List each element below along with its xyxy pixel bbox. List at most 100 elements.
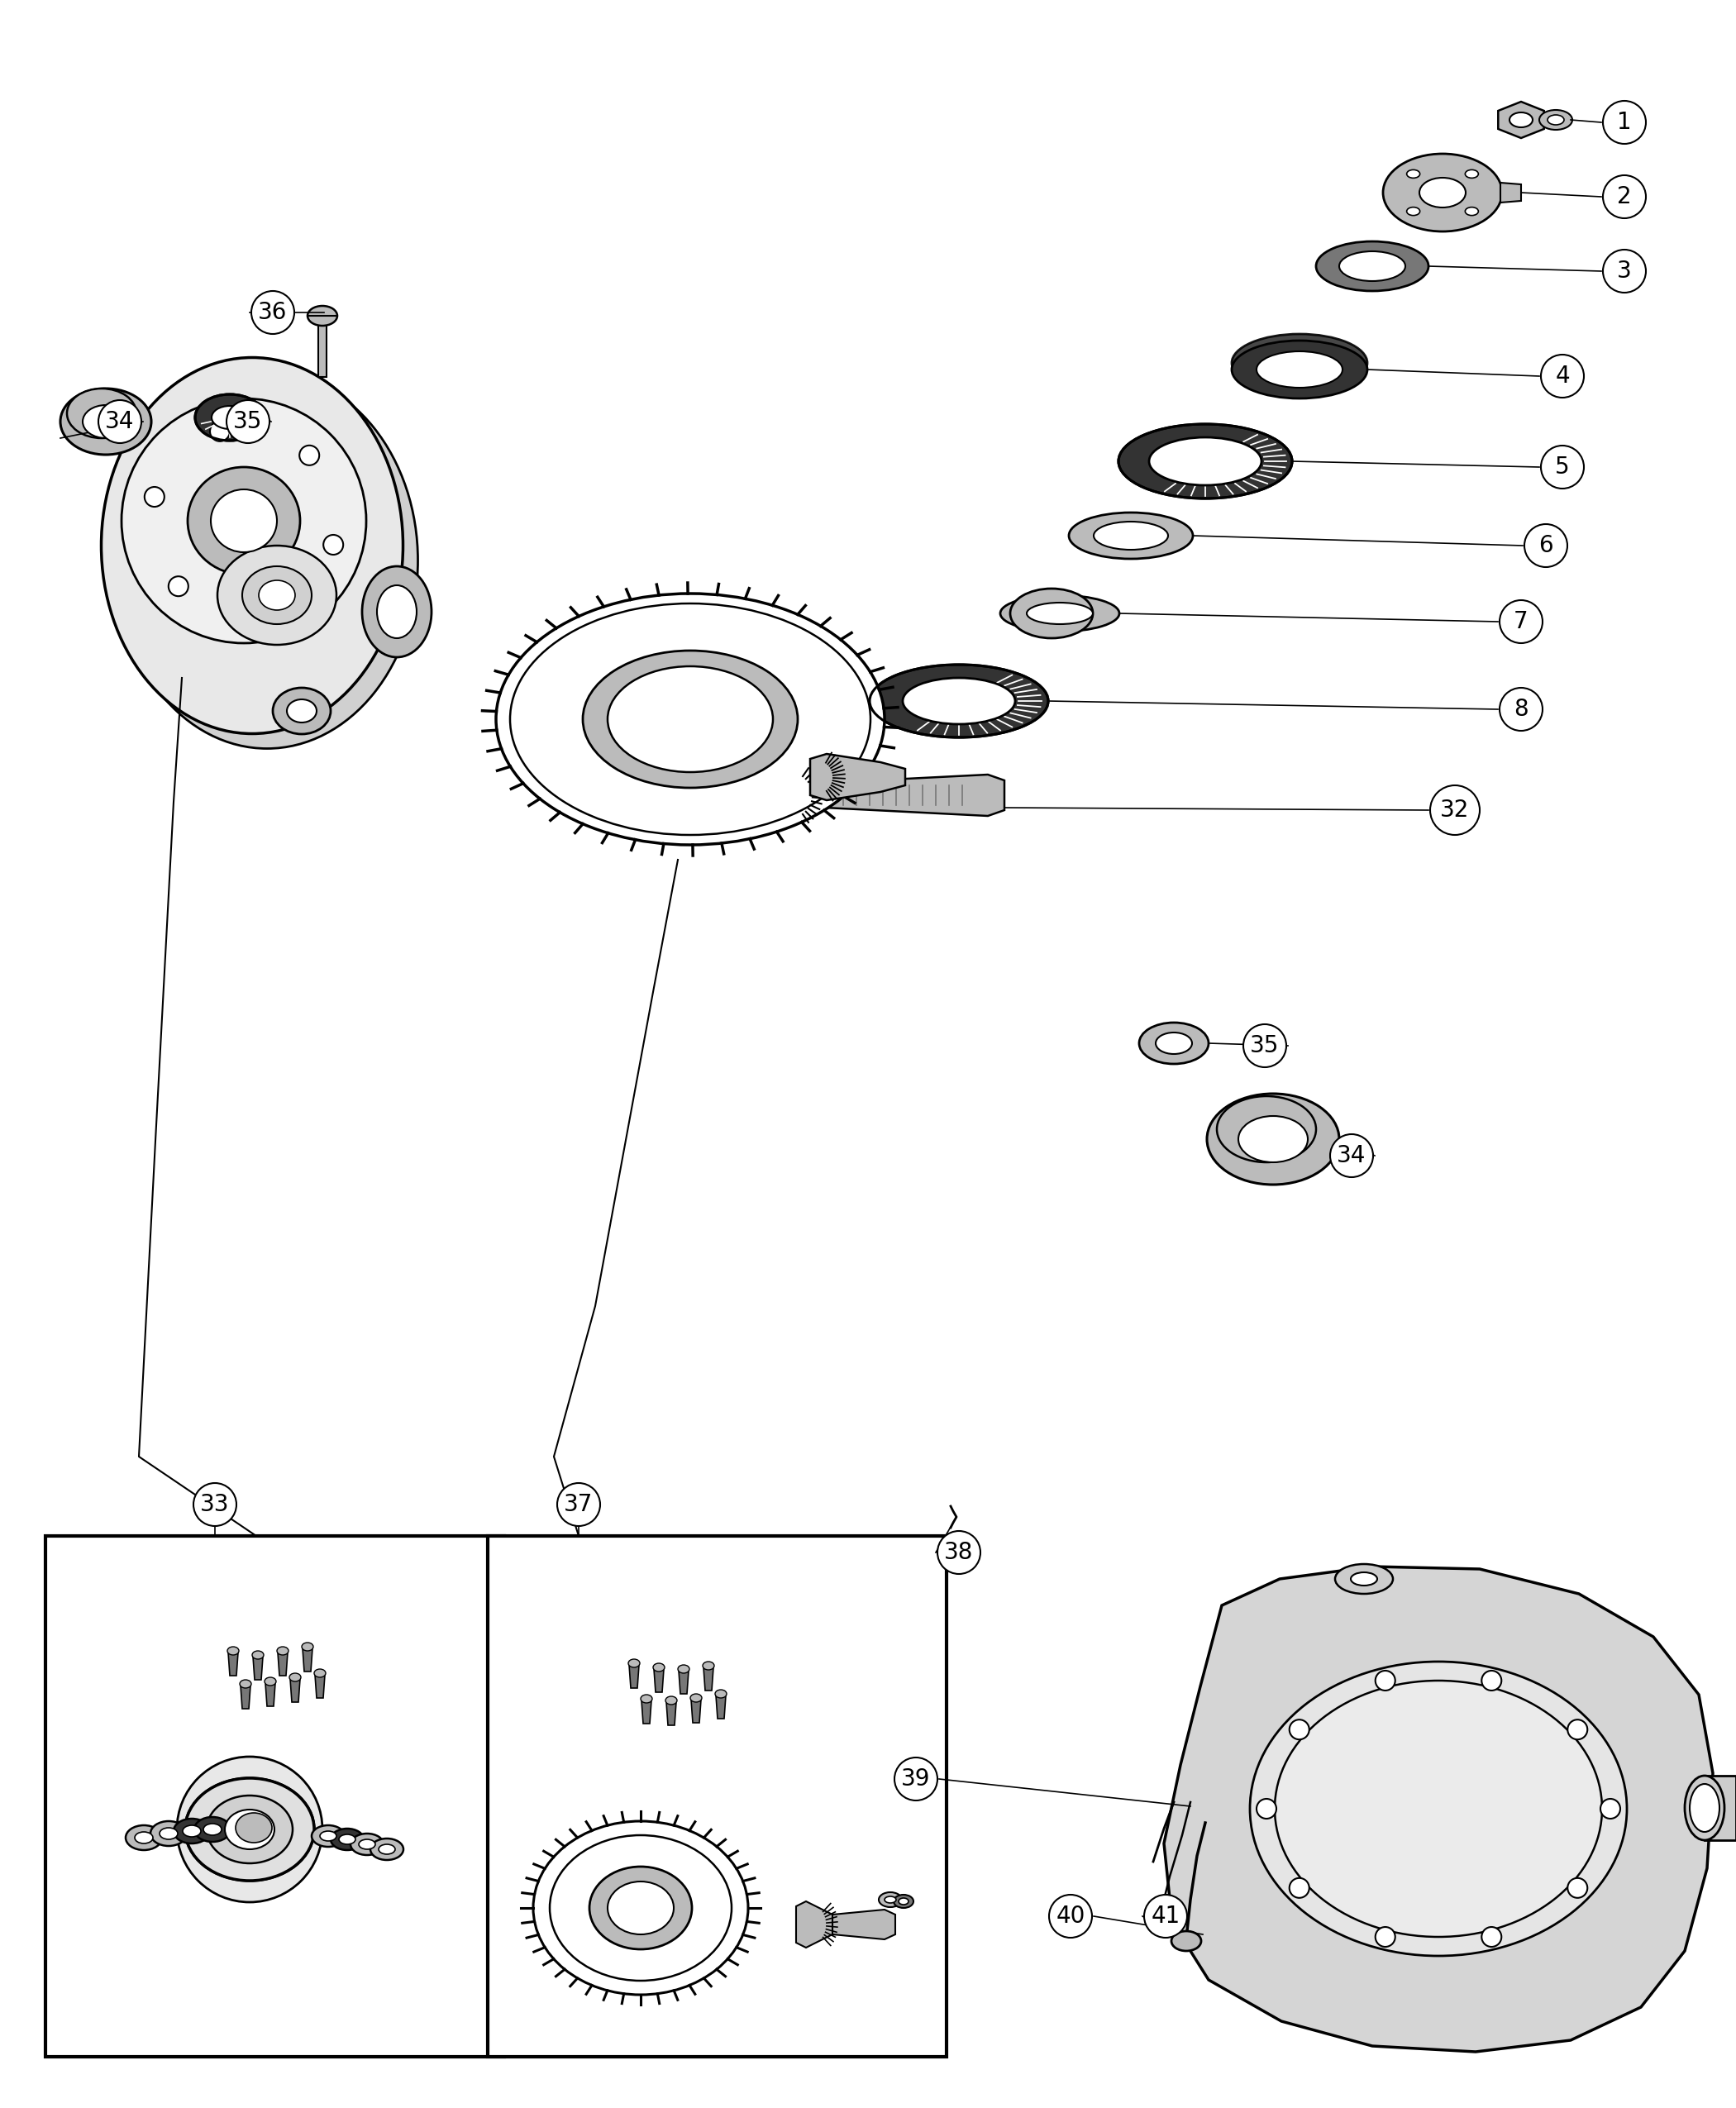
Ellipse shape [101, 358, 403, 734]
Ellipse shape [378, 1844, 396, 1855]
Ellipse shape [194, 1817, 231, 1842]
Ellipse shape [252, 1651, 264, 1659]
Text: 34: 34 [1337, 1145, 1366, 1168]
Text: 39: 39 [901, 1767, 930, 1790]
Ellipse shape [240, 1680, 252, 1689]
Ellipse shape [703, 1661, 713, 1670]
Ellipse shape [1375, 1672, 1396, 1691]
Polygon shape [764, 769, 809, 822]
Ellipse shape [1338, 251, 1406, 280]
Text: 6: 6 [1538, 533, 1554, 557]
Ellipse shape [691, 1695, 701, 1701]
Text: 38: 38 [944, 1541, 974, 1564]
Ellipse shape [259, 580, 295, 609]
Polygon shape [227, 1653, 238, 1676]
Ellipse shape [1420, 177, 1465, 207]
Ellipse shape [1406, 207, 1420, 215]
Ellipse shape [1481, 1672, 1502, 1691]
Text: 2: 2 [1618, 186, 1632, 209]
Ellipse shape [1351, 1573, 1377, 1585]
Ellipse shape [187, 468, 300, 575]
Ellipse shape [1274, 1680, 1602, 1937]
Circle shape [99, 401, 141, 443]
Polygon shape [833, 1910, 896, 1939]
Circle shape [1602, 175, 1646, 219]
Bar [318, 320, 326, 377]
Ellipse shape [608, 666, 773, 772]
Text: 8: 8 [1514, 698, 1528, 721]
Ellipse shape [1689, 1783, 1719, 1832]
Circle shape [1602, 101, 1646, 143]
Text: 5: 5 [1555, 455, 1569, 479]
Ellipse shape [135, 1832, 153, 1844]
Ellipse shape [259, 601, 278, 620]
Ellipse shape [210, 422, 229, 441]
Ellipse shape [168, 575, 187, 597]
Ellipse shape [1547, 116, 1564, 124]
Polygon shape [241, 1686, 250, 1710]
Bar [1705, 1775, 1736, 1840]
Ellipse shape [210, 489, 278, 552]
Ellipse shape [203, 1823, 222, 1836]
Ellipse shape [1684, 1775, 1724, 1840]
Ellipse shape [116, 373, 418, 748]
Circle shape [1542, 445, 1583, 489]
Ellipse shape [307, 306, 337, 327]
Ellipse shape [715, 1691, 727, 1697]
Ellipse shape [122, 398, 366, 643]
Polygon shape [809, 774, 1005, 816]
Ellipse shape [174, 1819, 210, 1844]
Ellipse shape [903, 679, 1016, 725]
Text: 36: 36 [259, 301, 288, 325]
Ellipse shape [1375, 1927, 1396, 1948]
Ellipse shape [1481, 1927, 1502, 1948]
Ellipse shape [278, 1646, 288, 1655]
Circle shape [1500, 687, 1543, 731]
Ellipse shape [1118, 424, 1292, 497]
Text: 32: 32 [1441, 799, 1470, 822]
Ellipse shape [144, 487, 165, 506]
Ellipse shape [339, 1834, 356, 1844]
Polygon shape [1498, 101, 1543, 137]
Polygon shape [654, 1670, 663, 1693]
Ellipse shape [1139, 1022, 1208, 1065]
Circle shape [226, 401, 269, 443]
Ellipse shape [870, 664, 1049, 738]
Ellipse shape [312, 1826, 345, 1847]
Polygon shape [703, 1667, 713, 1691]
Text: 3: 3 [1616, 259, 1632, 282]
Ellipse shape [1384, 154, 1502, 232]
Ellipse shape [885, 1897, 896, 1904]
Text: 37: 37 [564, 1492, 594, 1516]
Polygon shape [679, 1672, 689, 1695]
Ellipse shape [1233, 333, 1368, 392]
Ellipse shape [608, 1882, 674, 1935]
Ellipse shape [1465, 171, 1479, 177]
Ellipse shape [1257, 1798, 1276, 1819]
Ellipse shape [1290, 1878, 1309, 1897]
Ellipse shape [677, 1665, 689, 1674]
Circle shape [1602, 249, 1646, 293]
Ellipse shape [151, 1821, 187, 1847]
Ellipse shape [370, 1838, 403, 1859]
Ellipse shape [299, 445, 319, 466]
Text: 35: 35 [1250, 1035, 1279, 1058]
Ellipse shape [1465, 207, 1479, 215]
Ellipse shape [550, 1836, 731, 1982]
Ellipse shape [264, 1678, 276, 1686]
Ellipse shape [273, 687, 330, 734]
Ellipse shape [653, 1663, 665, 1672]
Text: 1: 1 [1618, 112, 1632, 135]
Ellipse shape [83, 405, 128, 438]
Ellipse shape [1026, 603, 1094, 624]
Polygon shape [314, 1676, 325, 1697]
Circle shape [937, 1530, 981, 1575]
Ellipse shape [1156, 1033, 1193, 1054]
Polygon shape [266, 1682, 276, 1705]
Text: 35: 35 [233, 411, 262, 432]
Ellipse shape [1540, 110, 1573, 131]
Ellipse shape [1000, 594, 1120, 632]
Ellipse shape [236, 1813, 273, 1842]
Circle shape [1330, 1134, 1373, 1176]
Polygon shape [642, 1701, 651, 1724]
